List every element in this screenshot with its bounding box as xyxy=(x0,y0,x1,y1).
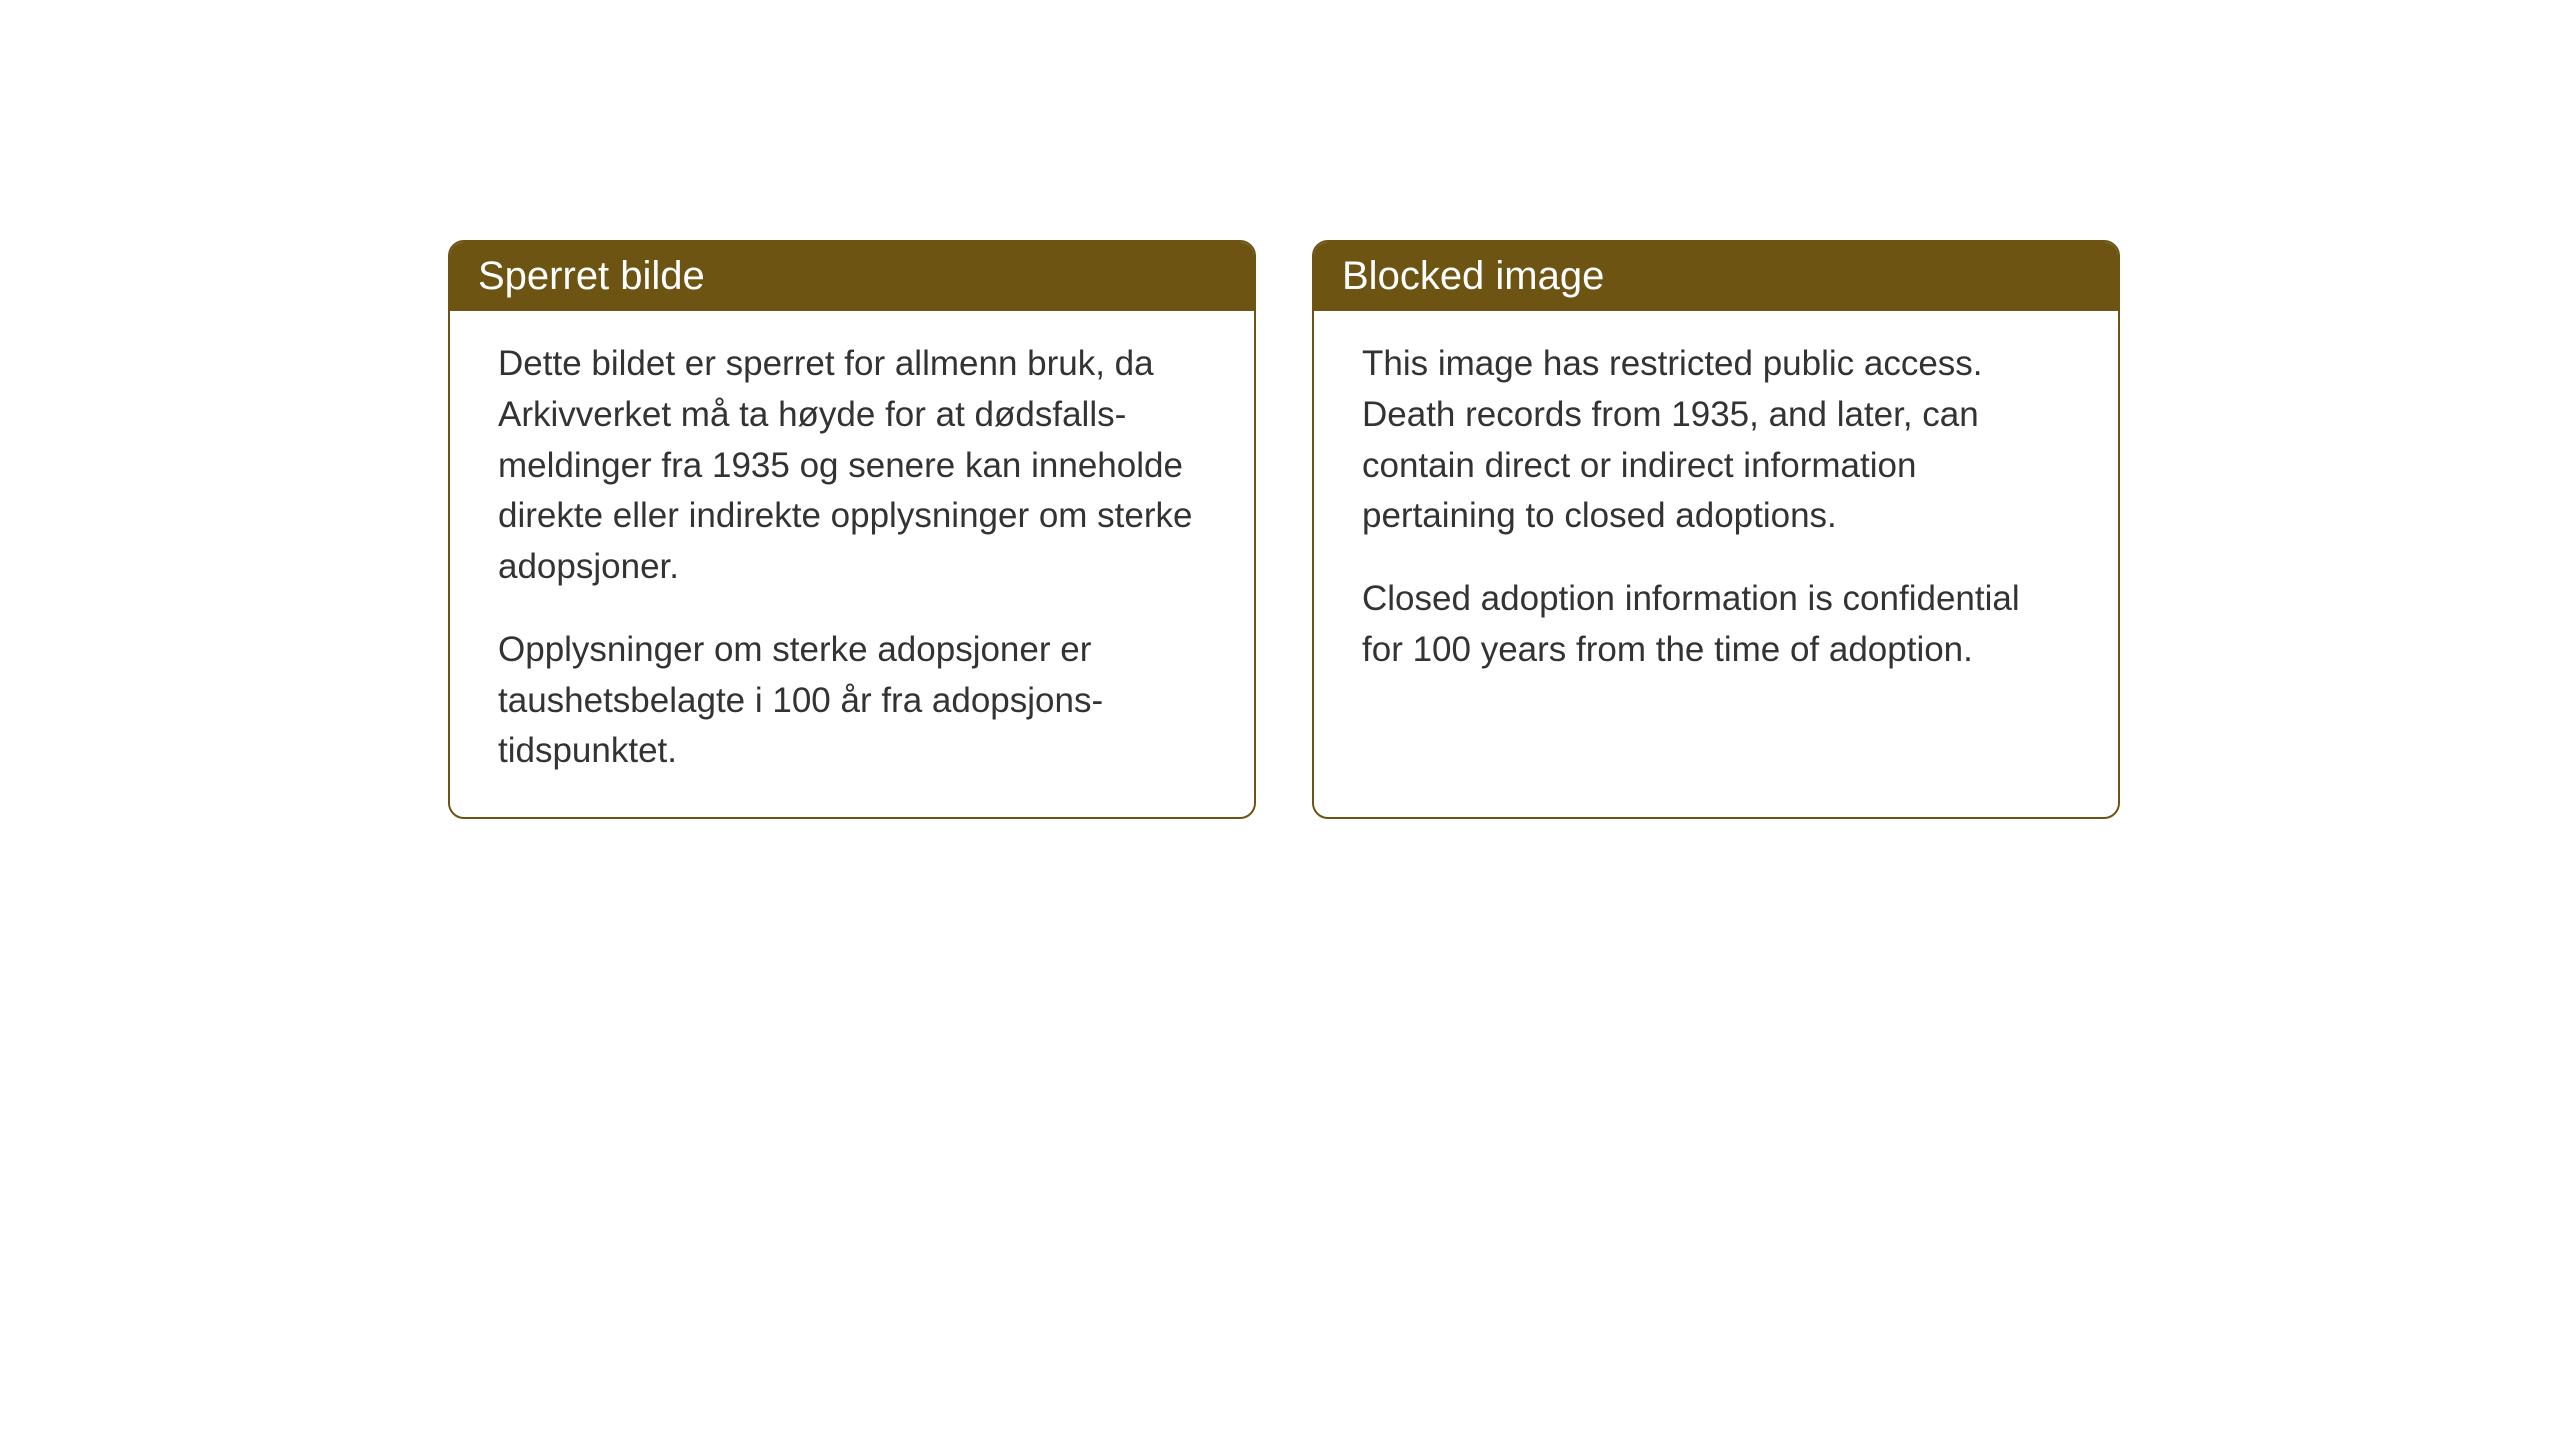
norwegian-notice-card: Sperret bilde Dette bildet er sperret fo… xyxy=(448,240,1256,819)
norwegian-paragraph-1: Dette bildet er sperret for allmenn bruk… xyxy=(498,339,1206,593)
norwegian-card-title: Sperret bilde xyxy=(450,242,1254,311)
english-card-title: Blocked image xyxy=(1314,242,2118,311)
norwegian-paragraph-2: Opplysninger om sterke adopsjoner er tau… xyxy=(498,625,1206,777)
english-card-body: This image has restricted public access.… xyxy=(1314,311,2118,716)
english-notice-card: Blocked image This image has restricted … xyxy=(1312,240,2120,819)
english-paragraph-2: Closed adoption information is confident… xyxy=(1362,574,2070,676)
english-paragraph-1: This image has restricted public access.… xyxy=(1362,339,2070,542)
notice-container: Sperret bilde Dette bildet er sperret fo… xyxy=(448,240,2120,819)
norwegian-card-body: Dette bildet er sperret for allmenn bruk… xyxy=(450,311,1254,817)
